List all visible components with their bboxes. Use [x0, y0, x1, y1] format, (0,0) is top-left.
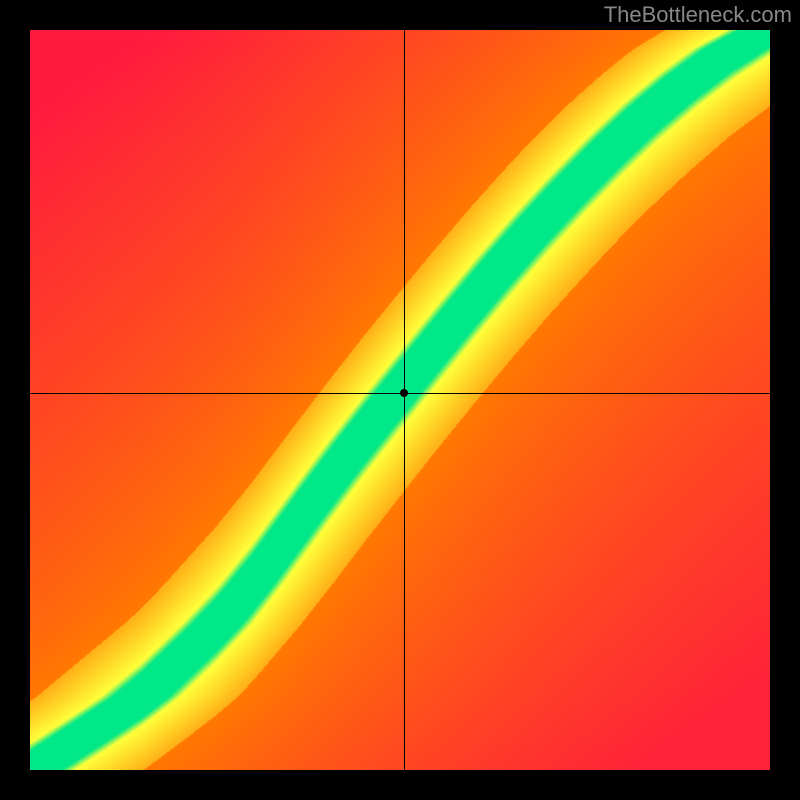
heatmap-canvas: [30, 30, 770, 770]
plot-area: [30, 30, 770, 770]
watermark-text: TheBottleneck.com: [604, 2, 792, 28]
marker-dot: [400, 389, 408, 397]
crosshair-vertical: [404, 30, 405, 770]
chart-container: TheBottleneck.com: [0, 0, 800, 800]
